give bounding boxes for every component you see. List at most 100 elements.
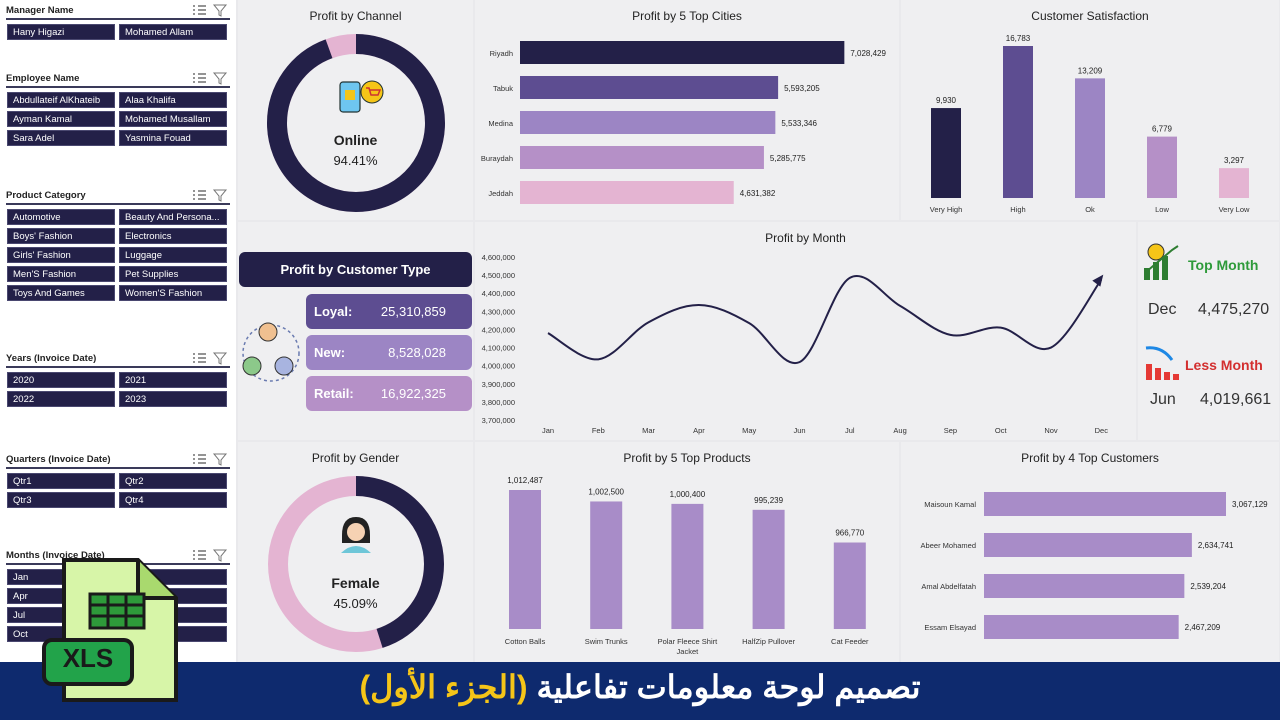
product-value: 1,000,400: [670, 490, 706, 499]
slicer-item[interactable]: Beauty And Persona...: [119, 209, 227, 225]
slicer-item[interactable]: Mohamed Allam: [119, 24, 227, 40]
month-line-arrowhead: [1092, 274, 1104, 287]
product-value: 1,012,487: [507, 476, 543, 485]
customer-label: Maisoun Kamal: [924, 500, 976, 509]
channel-title: Profit by Channel: [309, 9, 402, 23]
multi-select-icon[interactable]: [193, 550, 206, 560]
channel-value: 94.41%: [333, 153, 378, 168]
products-chart: 1,012,487 Cotton Balls 1,002,500 Swim Trunk…: [505, 476, 869, 656]
clear-filter-icon[interactable]: [212, 453, 228, 466]
slicer-item[interactable]: Electronics: [119, 228, 227, 244]
product-category: Cat Feeder: [831, 637, 869, 646]
satisfaction-chart: 9,930 Very High 16,783 High 13,209 Ok 6,779 Low…: [930, 34, 1250, 214]
month-xtick: Oct: [995, 426, 1008, 435]
top-month-value: 4,475,270: [1198, 301, 1270, 318]
slicer-header: Employee Name: [6, 70, 230, 88]
satisfaction-value: 9,930: [936, 96, 957, 105]
month-ytick: 3,800,000: [482, 398, 515, 407]
customer-network-icon: [242, 322, 300, 382]
city-value: 5,285,775: [770, 154, 806, 163]
slicer-header: Quarters (Invoice Date): [6, 451, 230, 469]
multi-select-icon[interactable]: [193, 353, 206, 363]
slicer-item[interactable]: 2023: [119, 391, 227, 407]
slicer-title: Months (Invoice Date): [6, 550, 105, 561]
month-xtick: May: [742, 426, 756, 435]
satisfaction-value: 13,209: [1078, 66, 1103, 75]
satisfaction-panel: Customer Satisfaction 9,930 Very High 16,7…: [901, 0, 1279, 220]
slicer-item[interactable]: Women'S Fashion: [119, 285, 227, 301]
multi-select-icon[interactable]: [193, 5, 206, 15]
slicer-item[interactable]: Qtr2: [119, 473, 227, 489]
month-ytick: 4,500,000: [482, 271, 515, 280]
slicer-item[interactable]: Ayman Kamal: [7, 111, 115, 127]
customer-type-label: Retail:: [314, 386, 354, 401]
clear-filter-icon[interactable]: [212, 72, 228, 85]
satisfaction-bar: [931, 108, 961, 198]
slicer-item[interactable]: Toys And Games: [7, 285, 115, 301]
product-category: HalfZip Pullover: [742, 637, 795, 646]
clear-filter-icon[interactable]: [212, 189, 228, 202]
customer-type-card: Retail: 16,922,325: [306, 376, 472, 411]
product-value: 966,770: [835, 529, 864, 538]
slicer-item[interactable]: 2022: [7, 391, 115, 407]
month-ytick: 3,700,000: [482, 416, 515, 425]
clear-filter-icon[interactable]: [212, 549, 228, 562]
xls-file-icon: [42, 558, 178, 702]
customer-type-title: Profit by Customer Type: [239, 252, 472, 287]
slicer-header: Years (Invoice Date): [6, 350, 230, 368]
slicer-item[interactable]: Hany Higazi: [7, 24, 115, 40]
slicer-3: Years (Invoice Date) 2020 2021 2022 2023: [0, 350, 236, 407]
month-xtick: Sep: [944, 426, 957, 435]
customer-label: Abeer Mohamed: [921, 541, 976, 550]
clear-filter-icon[interactable]: [212, 4, 228, 17]
city-label: Jeddah: [488, 189, 513, 198]
slicer-item[interactable]: 2021: [119, 372, 227, 388]
slicer-item[interactable]: Qtr4: [119, 492, 227, 508]
multi-select-icon[interactable]: [193, 454, 206, 464]
product-bar: [833, 542, 866, 629]
slicer-item[interactable]: Boys' Fashion: [7, 228, 115, 244]
gender-panel: Profit by Gender Female 45.09%: [238, 442, 473, 662]
xls-label: XLS: [62, 643, 114, 673]
product-value: 995,239: [754, 496, 783, 505]
month-chart: 3,700,000 3,800,000 3,900,000 4,000,000 4,10…: [482, 253, 1109, 435]
month-xtick: Jul: [845, 426, 855, 435]
slicer-item[interactable]: Mohamed Musallam: [119, 111, 227, 127]
gender-label: Female: [331, 575, 380, 591]
slicer-item[interactable]: Girls' Fashion: [7, 247, 115, 263]
customer-value: 2,467,209: [1185, 623, 1221, 632]
satisfaction-category: Ok: [1085, 205, 1095, 214]
city-label: Riyadh: [490, 49, 513, 58]
slicer-item[interactable]: Luggage: [119, 247, 227, 263]
clear-filter-icon[interactable]: [212, 352, 228, 365]
gender-donut: [268, 476, 444, 652]
slicer-item[interactable]: Automotive: [7, 209, 115, 225]
month-xtick: Aug: [893, 426, 906, 435]
slicer-item[interactable]: Pet Supplies: [119, 266, 227, 282]
customer-type-value: 16,922,325: [380, 386, 446, 401]
slicer-item[interactable]: Men'S Fashion: [7, 266, 115, 282]
customers-panel: Profit by 4 Top Customers Maisoun Kamal 3…: [901, 442, 1279, 662]
slicer-item[interactable]: Qtr1: [7, 473, 115, 489]
month-xtick: Jun: [793, 426, 805, 435]
growth-chart-icon: [1144, 243, 1179, 280]
month-line: [547, 275, 1103, 365]
month-xtick: Jan: [542, 426, 554, 435]
slicer-item[interactable]: Alaa Khalifa: [119, 92, 227, 108]
slicer-item[interactable]: 2020: [7, 372, 115, 388]
slicer-item[interactable]: Qtr3: [7, 492, 115, 508]
multi-select-icon[interactable]: [193, 190, 206, 200]
customer-type-label: Loyal:: [314, 304, 353, 319]
slicer-item[interactable]: Abdullateif AlKhateib: [7, 92, 115, 108]
slicer-item[interactable]: Sara Adel: [7, 130, 115, 146]
top-month-title: Top Month: [1188, 257, 1259, 273]
banner-title-main: تصميم لوحة معلومات تفاعلية: [536, 669, 921, 705]
customer-value: 2,539,204: [1190, 582, 1226, 591]
multi-select-icon[interactable]: [193, 73, 206, 83]
month-title: Profit by Month: [765, 231, 846, 245]
city-label: Tabuk: [493, 84, 513, 93]
title-banner: تصميم لوحة معلومات تفاعلية (الجزء الأول): [0, 662, 1280, 720]
slicer-item[interactable]: Yasmina Fouad: [119, 130, 227, 146]
month-xtick: Dec: [1095, 426, 1109, 435]
city-bar: [520, 111, 776, 134]
